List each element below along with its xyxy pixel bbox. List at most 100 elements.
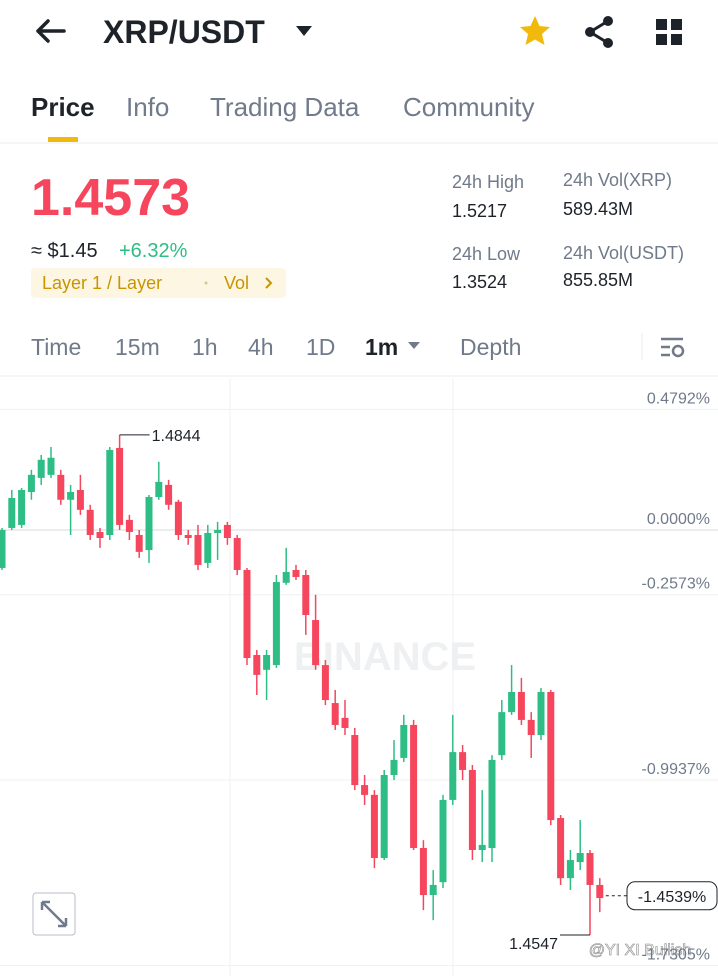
candle-body <box>155 481 163 498</box>
candle-body <box>517 691 525 720</box>
candle-body <box>214 529 222 533</box>
tab-indicator <box>48 137 78 142</box>
y-tick-label: -1.7305% <box>642 946 711 963</box>
candle-body <box>302 574 310 616</box>
stat-value: 1.5217 <box>452 201 508 221</box>
candle-body <box>341 717 349 728</box>
annotation: 1.4547 <box>509 936 558 953</box>
candle-body <box>380 775 388 859</box>
y-tick-label: 0.0000% <box>647 511 710 528</box>
candle-body <box>18 489 26 525</box>
tag[interactable]: Layer 1 / Layer <box>42 273 163 293</box>
candle-body <box>223 524 231 539</box>
current-price-label: -1.4539% <box>638 889 707 906</box>
candle-body <box>498 712 506 756</box>
candle-body <box>527 719 535 736</box>
tab[interactable]: Info <box>126 92 170 122</box>
candle-body <box>459 752 467 770</box>
candle-body <box>468 769 476 850</box>
candle-body <box>243 569 251 659</box>
candle-body <box>586 853 594 885</box>
pair-title[interactable]: XRP/USDT <box>103 14 265 50</box>
candle-body <box>596 884 604 899</box>
candle-body <box>537 691 545 736</box>
share-icon[interactable] <box>585 16 613 48</box>
candle-body <box>27 474 35 492</box>
grid-icon[interactable] <box>656 19 682 45</box>
candle-body <box>370 794 378 859</box>
candle-body <box>478 844 486 850</box>
stat-value: 589.43M <box>563 199 634 219</box>
candle-body <box>351 735 359 786</box>
stat-label: 24h Vol(USDT) <box>563 243 685 263</box>
candle-body <box>419 847 427 896</box>
candle-body <box>263 655 271 670</box>
candle-body <box>282 571 290 583</box>
candle-body <box>135 534 143 552</box>
candle-body <box>292 569 300 578</box>
interval[interactable]: 1h <box>192 334 218 360</box>
interval[interactable]: Time <box>31 334 82 360</box>
star-icon[interactable] <box>520 16 550 45</box>
chevron <box>265 277 273 289</box>
stat-value: 1.3524 <box>452 272 508 292</box>
candle-body <box>390 759 398 776</box>
tag-separator <box>204 281 208 285</box>
interval[interactable]: Depth <box>460 334 522 360</box>
y-tick-label: 0.4792% <box>647 390 710 407</box>
candle-body <box>165 484 173 505</box>
settings-icon[interactable] <box>661 337 685 358</box>
interval[interactable]: 15m <box>115 334 160 360</box>
stat-label: 24h Low <box>452 244 521 264</box>
candle-body <box>439 799 447 883</box>
stat-value: 855.85M <box>563 270 634 290</box>
candle-body <box>145 497 153 551</box>
tag-box[interactable] <box>31 268 286 298</box>
candle-body <box>488 759 496 848</box>
expand-icon[interactable] <box>32 892 76 936</box>
candle-body <box>233 538 241 570</box>
candle-body <box>508 691 516 713</box>
tab[interactable]: Community <box>403 92 535 122</box>
candle-body <box>47 457 55 475</box>
candle-body <box>184 534 192 539</box>
last-price: 1.4573 <box>31 169 191 227</box>
dropdown-icon[interactable] <box>296 26 312 36</box>
candle-body <box>8 498 16 528</box>
candle-body <box>204 532 212 563</box>
back-icon[interactable] <box>36 19 66 43</box>
candle-body <box>37 459 45 478</box>
candle-body <box>429 884 437 896</box>
candle-body <box>331 703 339 725</box>
change: +6.32% <box>119 240 188 262</box>
candle-body <box>194 534 202 565</box>
candle-body <box>547 691 555 821</box>
candle-body <box>96 531 104 539</box>
interval[interactable]: 1m <box>365 334 399 360</box>
annotation: 1.4844 <box>152 428 201 445</box>
candle-body <box>557 818 565 879</box>
stat-label: 24h High <box>452 172 525 192</box>
stat-label: 24h Vol(XRP) <box>563 170 673 190</box>
interval[interactable]: 4h <box>248 334 274 360</box>
chart-watermark: BINANCE <box>294 635 476 679</box>
candle-body <box>57 474 65 500</box>
fiat-price: ≈ $1.45 <box>31 240 98 262</box>
tag[interactable]: Vol <box>224 273 250 293</box>
candle-body <box>312 620 320 666</box>
candle-body <box>67 491 75 500</box>
tab[interactable]: Price <box>31 92 95 122</box>
user-watermark: @YI XI Bullish <box>589 942 692 959</box>
candle-body <box>410 724 418 848</box>
dropdown-icon[interactable] <box>408 342 420 349</box>
interval[interactable]: 1D <box>306 334 336 360</box>
candle-body <box>566 860 574 879</box>
candle-body <box>272 582 280 666</box>
tab[interactable]: Trading Data <box>210 92 360 122</box>
candle-body <box>0 529 6 568</box>
y-tick-label: -0.2573% <box>642 576 711 593</box>
candle-body <box>253 655 261 675</box>
candle-body <box>449 752 457 800</box>
